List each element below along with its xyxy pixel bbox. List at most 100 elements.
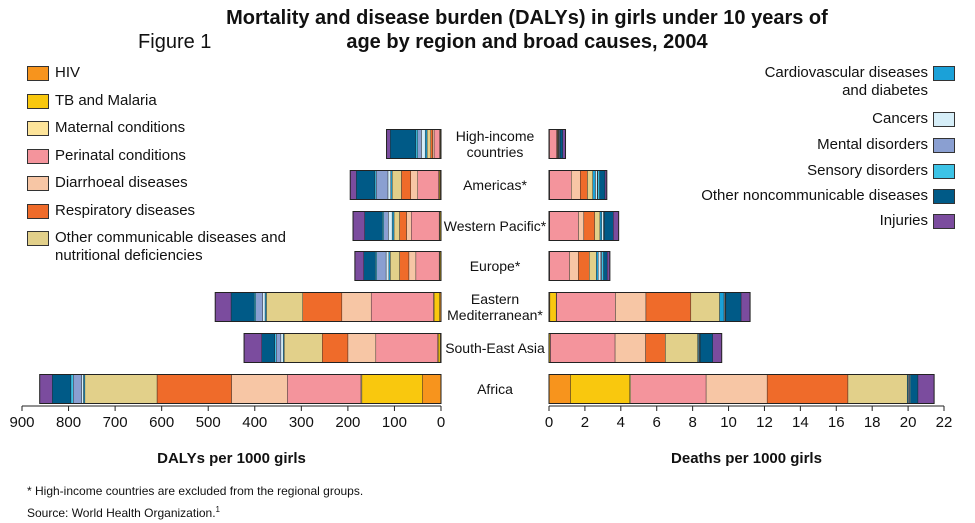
bar-segment (917, 374, 935, 404)
bar-segment (275, 333, 282, 363)
bar-segment (578, 211, 585, 241)
bar-segment (549, 129, 557, 159)
legend-label: Cancers (872, 110, 928, 127)
legend-item: HIV (27, 64, 317, 82)
bar-outline (548, 333, 723, 363)
legend-label: Perinatal conditions (55, 147, 186, 164)
legend-label: Diarrhoeal diseases (55, 174, 188, 191)
bar-segment (84, 374, 158, 404)
legend-item: Maternal conditions (27, 119, 317, 137)
legend-item: Diarrhoeal diseases (27, 174, 317, 192)
bar-segment (401, 170, 411, 200)
legend-swatch (27, 204, 49, 219)
bar-segment (411, 211, 440, 241)
bar-segment (386, 129, 391, 159)
x-tick-label: 900 (9, 414, 34, 431)
bar-segment (230, 292, 255, 322)
x-tick-label: 700 (103, 414, 128, 431)
bar-segment (665, 333, 698, 363)
bar-segment (385, 251, 390, 281)
footnote: * High-income countries are excluded fro… (27, 484, 364, 498)
bar-segment (354, 251, 364, 281)
bar-outline (548, 292, 751, 322)
bar-segment (421, 129, 426, 159)
bar-segment (393, 211, 400, 241)
legend-swatch (27, 66, 49, 81)
bar-segment (548, 374, 571, 404)
bar-segment (383, 211, 389, 241)
legend-swatch (933, 189, 955, 204)
legend-label: Sensory disorders (807, 162, 928, 179)
legend-label: Other communicable diseases and nutritio… (55, 229, 286, 264)
bar-segment (390, 129, 417, 159)
bar-segment (690, 292, 720, 322)
chart-title: Figure 1 Mortality and disease burden (D… (0, 6, 975, 54)
bar-segment (571, 170, 581, 200)
bar-segment (569, 251, 579, 281)
bar-segment (594, 211, 601, 241)
legend-label: Cardiovascular diseases and diabetes (764, 64, 928, 99)
bar-segment (432, 129, 435, 159)
bar-segment (391, 211, 395, 241)
legend-label: Other noncommunicable diseases (701, 187, 928, 204)
bar-segment (399, 251, 410, 281)
legend-item: Injuries (655, 212, 955, 230)
bar-segment (847, 374, 908, 404)
legend-swatch (27, 231, 49, 246)
x-tick-label: 12 (756, 414, 773, 431)
legend-item: Respiratory diseases (27, 202, 317, 220)
legend-label: TB and Malaria (55, 92, 157, 109)
bar-segment (630, 374, 707, 404)
bar-segment (156, 374, 232, 404)
bar-segment (725, 292, 742, 322)
x-tick-label: 300 (289, 414, 314, 431)
x-tick-label: 20 (900, 414, 917, 431)
legend-item: TB and Malaria (27, 92, 317, 110)
bar-segment (699, 333, 713, 363)
x-tick-label: 16 (828, 414, 845, 431)
source: Source: World Health Organization.1 (27, 505, 220, 520)
x-tick-label: 6 (653, 414, 661, 431)
category-label: South-East Asia (445, 340, 545, 356)
bar-segment (599, 211, 602, 241)
bar-segment (417, 129, 422, 159)
bar-segment (382, 211, 384, 241)
bar-segment (740, 292, 751, 322)
bar-segment (280, 333, 284, 363)
bar-segment (417, 170, 439, 200)
bar-segment (364, 211, 383, 241)
bar-segment (399, 211, 407, 241)
bar-segment (578, 251, 590, 281)
bar-segment (426, 129, 431, 159)
bar-segment (261, 333, 275, 363)
bar-segment (262, 292, 266, 322)
legend-swatch (27, 176, 49, 191)
bar-segment (388, 251, 391, 281)
x-tick-label: 400 (242, 414, 267, 431)
bar-segment (645, 333, 666, 363)
category-label: Africa (477, 381, 513, 397)
figure-label: Figure 1 (138, 31, 212, 53)
legend-label: Mental disorders (817, 136, 928, 153)
bar-segment (433, 129, 440, 159)
bar-segment (597, 170, 600, 200)
bar-outline (548, 170, 608, 200)
bar-segment (356, 170, 376, 200)
legend-swatch (933, 112, 955, 127)
legend-item: Perinatal conditions (27, 147, 317, 165)
bar-segment (376, 251, 387, 281)
bar-segment (580, 170, 588, 200)
bar-segment (302, 292, 343, 322)
legend-swatch (933, 164, 955, 179)
bar-segment (719, 292, 725, 322)
category-label: Eastern Mediterranean* (447, 291, 543, 323)
legend-swatch (27, 121, 49, 136)
legend-swatch (27, 149, 49, 164)
bar-segment (712, 333, 722, 363)
bar-segment (254, 292, 256, 322)
bar-segment (322, 333, 349, 363)
bar-segment (410, 170, 418, 200)
bar-segment (390, 170, 393, 200)
bar-segment (910, 374, 919, 404)
